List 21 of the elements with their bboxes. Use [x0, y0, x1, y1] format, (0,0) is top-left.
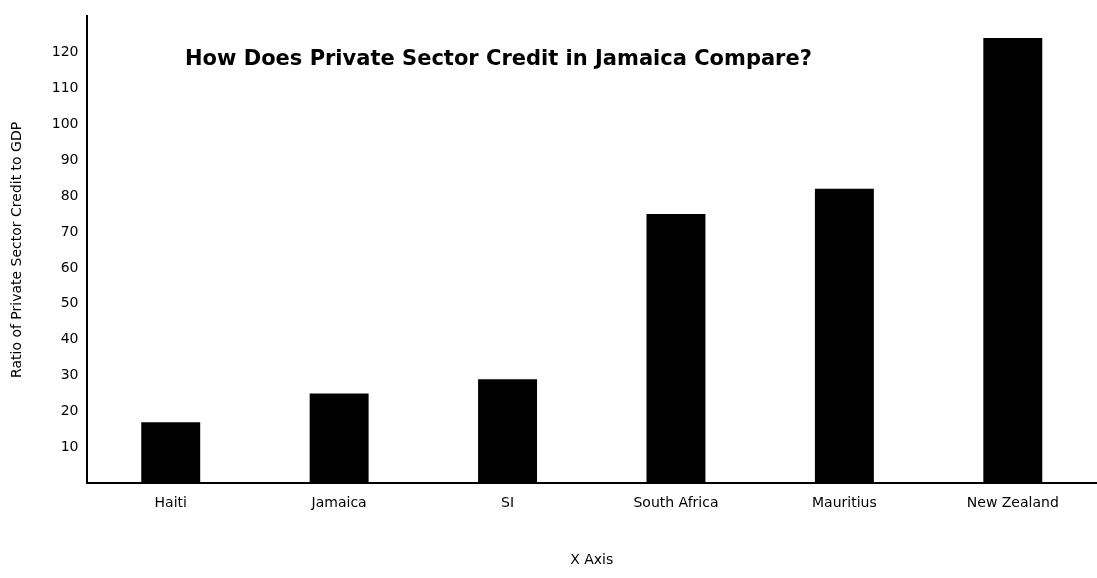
x-tick-label: New Zealand	[966, 494, 1059, 511]
y-tick-label: 120	[51, 42, 79, 59]
y-tick-label: 10	[60, 438, 79, 455]
x-axis-title: X Axis	[570, 551, 614, 568]
y-tick-label: 60	[60, 258, 79, 275]
y-tick-label: 100	[51, 114, 79, 131]
y-axis-title: Ratio of Private Sector Credit to GDP	[8, 121, 25, 378]
y-tick-label: 40	[60, 330, 79, 347]
x-tick-label: South Africa	[633, 494, 719, 511]
y-tick-label: 30	[60, 366, 79, 383]
x-tick-label: Jamaica	[310, 494, 367, 511]
y-tick-label: 50	[60, 294, 79, 311]
text: How Does Private Sector Credit in Jamaica Compare?	[185, 46, 812, 70]
y-tick-label: 70	[60, 222, 79, 239]
x-tick-label: SI	[501, 494, 515, 511]
y-tick-label: 80	[60, 186, 79, 203]
x-tick-label: Mauritius	[812, 494, 877, 511]
y-tick-label: 90	[60, 150, 79, 167]
x-tick-label: Haiti	[154, 494, 187, 511]
y-tick-label: 20	[60, 402, 79, 419]
y-tick-label: 110	[51, 78, 79, 95]
